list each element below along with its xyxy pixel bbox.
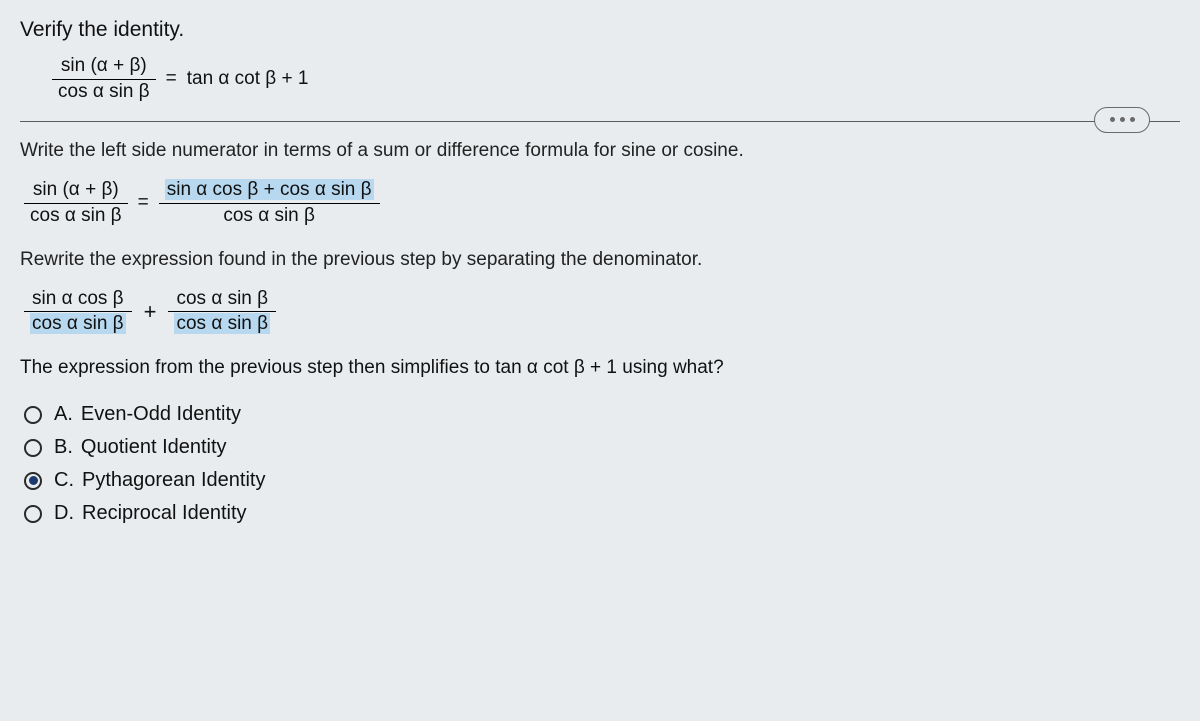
option-label: Even-Odd Identity xyxy=(81,403,241,426)
instruction-1: Write the left side numerator in terms o… xyxy=(20,140,1180,162)
step2-expression: sin α cos β cos α sin β + cos α sin β co… xyxy=(24,289,1180,336)
option-label: Quotient Identity xyxy=(81,436,227,459)
question-post: using what? xyxy=(617,357,724,378)
step1-lhs-den: cos α sin β xyxy=(24,206,128,227)
step2-a-num: sin α cos β xyxy=(26,289,130,310)
radio-d[interactable] xyxy=(24,505,42,523)
step2-b-den: cos α sin β xyxy=(168,314,276,335)
step2-frac-b: cos α sin β cos α sin β xyxy=(168,289,276,336)
option-label: Pythagorean Identity xyxy=(82,469,265,492)
equals-sign: = xyxy=(166,68,177,90)
radio-c[interactable] xyxy=(24,472,42,490)
divider-row xyxy=(20,121,1180,122)
radio-a[interactable] xyxy=(24,406,42,424)
step2-b-den-hl: cos α sin β xyxy=(174,313,270,334)
identity-equation: sin (α + β) cos α sin β = tan α cot β + … xyxy=(52,56,1180,103)
step1-rhs-num-hl: sin α cos β + cos α sin β xyxy=(165,179,374,200)
option-b[interactable]: B. Quotient Identity xyxy=(24,436,1180,459)
equals-sign: = xyxy=(138,192,149,214)
identity-lhs-num: sin (α + β) xyxy=(55,56,153,77)
option-d[interactable]: D. Reciprocal Identity xyxy=(24,502,1180,525)
step1-lhs-num: sin (α + β) xyxy=(27,180,125,201)
fraction-bar xyxy=(24,311,132,312)
step1-rhs-num: sin α cos β + cos α sin β xyxy=(159,180,380,201)
fraction-bar xyxy=(168,311,276,312)
fraction-bar xyxy=(159,203,380,204)
step1-lhs-fraction: sin (α + β) cos α sin β xyxy=(24,180,128,227)
radio-b[interactable] xyxy=(24,439,42,457)
step2-a-den-hl: cos α sin β xyxy=(30,313,126,334)
option-label: Reciprocal Identity xyxy=(82,502,247,525)
fraction-bar xyxy=(24,203,128,204)
question-pre: The expression from the previous step th… xyxy=(20,357,495,378)
step2-b-num: cos α sin β xyxy=(170,289,274,310)
section-divider xyxy=(20,121,1180,122)
step1-equation: sin (α + β) cos α sin β = sin α cos β + … xyxy=(24,180,1180,227)
identity-lhs-den: cos α sin β xyxy=(52,82,156,103)
option-letter: A. xyxy=(54,403,73,426)
option-letter: B. xyxy=(54,436,73,459)
identity-lhs-fraction: sin (α + β) cos α sin β xyxy=(52,56,156,103)
plus-sign: + xyxy=(144,299,157,325)
option-letter: C. xyxy=(54,469,74,492)
option-a[interactable]: A. Even-Odd Identity xyxy=(24,403,1180,426)
step2-a-den: cos α sin β xyxy=(24,314,132,335)
step1-rhs-fraction: sin α cos β + cos α sin β cos α sin β xyxy=(159,180,380,227)
final-question: The expression from the previous step th… xyxy=(20,357,1180,379)
heading-verify: Verify the identity. xyxy=(20,18,1180,42)
option-letter: D. xyxy=(54,502,74,525)
instruction-2: Rewrite the expression found in the prev… xyxy=(20,249,1180,271)
options-group: A. Even-Odd Identity B. Quotient Identit… xyxy=(24,403,1180,525)
more-button[interactable] xyxy=(1094,107,1150,133)
question-expression: tan α cot β + 1 xyxy=(495,357,617,378)
fraction-bar xyxy=(52,79,156,80)
step2-frac-a: sin α cos β cos α sin β xyxy=(24,289,132,336)
identity-rhs: tan α cot β + 1 xyxy=(187,68,309,90)
option-c[interactable]: C. Pythagorean Identity xyxy=(24,469,1180,492)
step1-rhs-den: cos α sin β xyxy=(217,206,321,227)
